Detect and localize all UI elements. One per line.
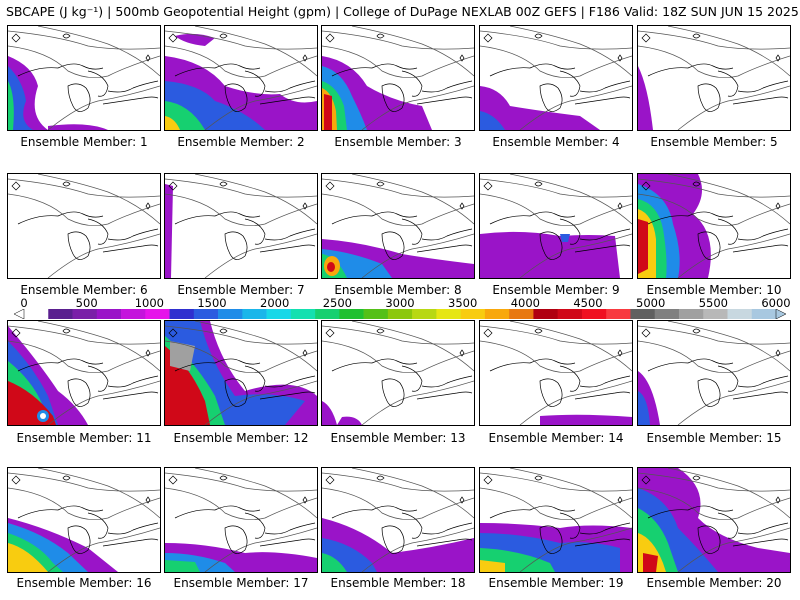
caption-member-18: Ensemble Member: 18 bbox=[330, 576, 466, 590]
colorbar-cell bbox=[654, 309, 680, 319]
caption-member-10: Ensemble Member: 10 bbox=[646, 283, 782, 297]
colorbar-cell bbox=[145, 309, 170, 319]
map-panel-3 bbox=[321, 25, 475, 131]
colorbar-tick-label: 2500 bbox=[322, 296, 352, 310]
colorbar-cell bbox=[630, 309, 656, 319]
map-panel-16 bbox=[7, 467, 161, 573]
caption-member-9: Ensemble Member: 9 bbox=[492, 283, 620, 297]
map-panel-17 bbox=[164, 467, 318, 573]
colorbar-cell bbox=[533, 309, 558, 319]
page-title: SBCAPE (J kg⁻¹) | 500mb Geopotential Hei… bbox=[6, 4, 799, 19]
colorbar-tick-label: 4500 bbox=[573, 296, 603, 310]
colorbar-cell bbox=[363, 309, 389, 319]
map-panel-2 bbox=[164, 25, 318, 131]
map-panel-12 bbox=[164, 320, 318, 426]
map-panel-19 bbox=[479, 467, 633, 573]
caption-member-15: Ensemble Member: 15 bbox=[646, 431, 782, 445]
colorbar-cell bbox=[509, 309, 534, 319]
caption-member-20: Ensemble Member: 20 bbox=[646, 576, 782, 590]
colorbar-tick-label: 5000 bbox=[636, 296, 666, 310]
caption-member-4: Ensemble Member: 4 bbox=[492, 135, 620, 149]
caption-member-16: Ensemble Member: 16 bbox=[16, 576, 152, 590]
map-panel-11 bbox=[7, 320, 161, 426]
colorbar-tick-label: 3000 bbox=[385, 296, 415, 310]
map-panel-18 bbox=[321, 467, 475, 573]
caption-member-7: Ensemble Member: 7 bbox=[177, 283, 305, 297]
colorbar-tick-label: 0 bbox=[20, 296, 28, 310]
colorbar-cell bbox=[266, 309, 292, 319]
map-panel-13 bbox=[321, 320, 475, 426]
colorbar-cell bbox=[169, 309, 195, 319]
colorbar-cell bbox=[678, 309, 704, 319]
caption-member-14: Ensemble Member: 14 bbox=[488, 431, 624, 445]
colorbar-tick-label: 4000 bbox=[510, 296, 540, 310]
colorbar-cell bbox=[24, 309, 49, 319]
colorbar-cell bbox=[581, 309, 607, 319]
caption-member-1: Ensemble Member: 1 bbox=[20, 135, 148, 149]
colorbar-cell bbox=[48, 309, 73, 319]
colorbar-tick-label: 1500 bbox=[197, 296, 227, 310]
colorbar-cell bbox=[315, 309, 340, 319]
cape-colorbar bbox=[14, 309, 786, 319]
colorbar-cell bbox=[703, 309, 728, 319]
caption-member-11: Ensemble Member: 11 bbox=[16, 431, 152, 445]
colorbar-cell bbox=[557, 309, 583, 319]
map-panel-20 bbox=[637, 467, 791, 573]
map-panel-7 bbox=[164, 173, 318, 279]
colorbar-tick-label: 2000 bbox=[260, 296, 290, 310]
colorbar-cell bbox=[484, 309, 510, 319]
colorbar-cell bbox=[72, 309, 98, 319]
colorbar-tick-label: 5500 bbox=[698, 296, 728, 310]
map-panel-8 bbox=[321, 173, 475, 279]
colorbar-cell bbox=[290, 309, 316, 319]
caption-member-3: Ensemble Member: 3 bbox=[334, 135, 462, 149]
map-panel-9 bbox=[479, 173, 633, 279]
colorbar-tick-label: 1000 bbox=[134, 296, 164, 310]
colorbar-cell bbox=[218, 309, 243, 319]
colorbar-cell bbox=[436, 309, 461, 319]
colorbar-tick-label: 500 bbox=[75, 296, 98, 310]
map-panel-5 bbox=[637, 25, 791, 131]
colorbar-cell bbox=[121, 309, 146, 319]
caption-member-17: Ensemble Member: 17 bbox=[173, 576, 309, 590]
colorbar-cell bbox=[751, 309, 777, 319]
colorbar-cell bbox=[242, 309, 267, 319]
map-panel-10 bbox=[637, 173, 791, 279]
colorbar-tick-label: 3500 bbox=[448, 296, 478, 310]
map-panel-14 bbox=[479, 320, 633, 426]
colorbar-cell bbox=[606, 309, 631, 319]
map-panel-4 bbox=[479, 25, 633, 131]
caption-member-12: Ensemble Member: 12 bbox=[173, 431, 309, 445]
caption-member-13: Ensemble Member: 13 bbox=[330, 431, 466, 445]
caption-member-6: Ensemble Member: 6 bbox=[20, 283, 148, 297]
colorbar-cell bbox=[412, 309, 437, 319]
caption-member-5: Ensemble Member: 5 bbox=[650, 135, 778, 149]
caption-member-8: Ensemble Member: 8 bbox=[334, 283, 462, 297]
colorbar-cell bbox=[727, 309, 753, 319]
map-panel-15 bbox=[637, 320, 791, 426]
colorbar-cell bbox=[96, 309, 122, 319]
colorbar-tick-label: 6000 bbox=[761, 296, 791, 310]
colorbar-cell bbox=[460, 309, 486, 319]
colorbar-cell bbox=[339, 309, 364, 319]
caption-member-19: Ensemble Member: 19 bbox=[488, 576, 624, 590]
map-panel-1 bbox=[7, 25, 161, 131]
colorbar-cell bbox=[387, 309, 413, 319]
colorbar-cell bbox=[193, 309, 219, 319]
map-panel-6 bbox=[7, 173, 161, 279]
caption-member-2: Ensemble Member: 2 bbox=[177, 135, 305, 149]
